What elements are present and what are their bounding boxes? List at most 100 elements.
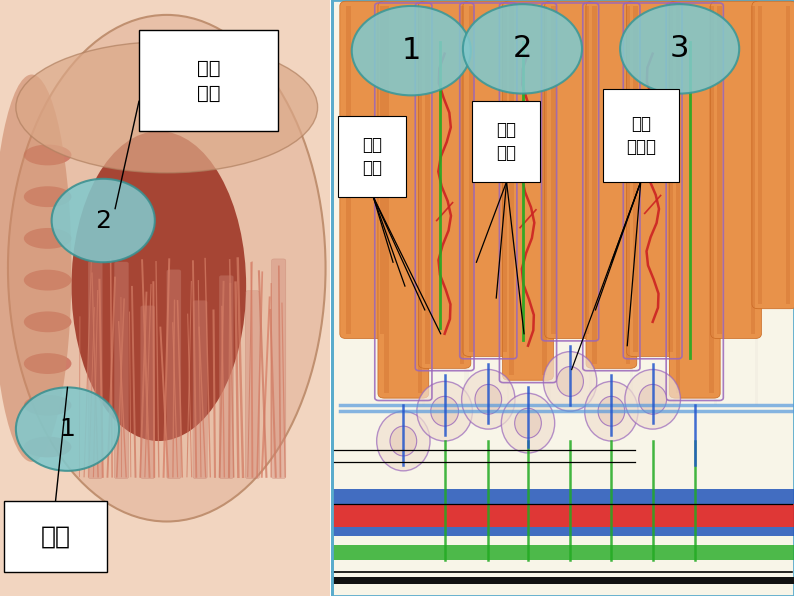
Bar	[332, 0, 794, 596]
FancyBboxPatch shape	[418, 1, 471, 368]
Bar	[332, 577, 794, 584]
Ellipse shape	[598, 396, 625, 426]
Bar	[547, 215, 551, 405]
Ellipse shape	[463, 4, 582, 94]
Bar	[592, 6, 597, 364]
FancyBboxPatch shape	[378, 1, 429, 398]
Bar	[472, 101, 540, 182]
Ellipse shape	[501, 393, 555, 453]
Bar	[422, 215, 425, 405]
Bar	[750, 6, 755, 334]
Bar	[676, 6, 680, 393]
FancyBboxPatch shape	[626, 1, 679, 356]
Ellipse shape	[24, 228, 71, 249]
Text: 1: 1	[402, 36, 421, 65]
FancyBboxPatch shape	[340, 1, 391, 339]
Bar	[425, 6, 430, 364]
Bar	[630, 215, 633, 405]
Ellipse shape	[352, 6, 471, 95]
Ellipse shape	[24, 144, 71, 165]
Bar	[542, 6, 547, 375]
Bar	[332, 504, 794, 527]
Ellipse shape	[8, 15, 326, 522]
Ellipse shape	[620, 4, 739, 94]
Bar	[755, 215, 758, 405]
Bar	[139, 30, 278, 131]
FancyBboxPatch shape	[503, 1, 553, 380]
Ellipse shape	[390, 426, 417, 456]
Ellipse shape	[475, 384, 502, 414]
Bar	[469, 6, 474, 352]
Bar	[673, 215, 676, 405]
Ellipse shape	[16, 387, 119, 471]
FancyBboxPatch shape	[669, 1, 720, 398]
Bar	[714, 215, 717, 405]
Ellipse shape	[376, 411, 430, 471]
Ellipse shape	[461, 370, 515, 429]
Bar	[418, 6, 422, 393]
Ellipse shape	[431, 396, 459, 426]
Bar	[633, 6, 638, 352]
FancyBboxPatch shape	[193, 300, 207, 479]
Ellipse shape	[625, 370, 680, 429]
Bar	[551, 6, 556, 334]
Bar	[338, 116, 406, 197]
Bar	[626, 6, 630, 364]
Text: 1: 1	[60, 417, 75, 441]
Bar	[786, 6, 790, 304]
Bar	[668, 6, 673, 352]
Bar	[380, 6, 384, 334]
Text: 小肠
绒毛: 小肠 绒毛	[362, 136, 382, 176]
Bar	[709, 6, 714, 393]
Ellipse shape	[71, 131, 246, 441]
FancyBboxPatch shape	[752, 1, 794, 309]
FancyBboxPatch shape	[114, 262, 129, 479]
Ellipse shape	[24, 186, 71, 207]
Bar	[584, 6, 589, 334]
Bar	[384, 6, 389, 393]
Ellipse shape	[543, 352, 597, 411]
Bar	[4, 501, 107, 572]
Text: 毛细
血管: 毛细 血管	[496, 122, 516, 162]
Text: 2: 2	[513, 35, 532, 63]
Ellipse shape	[52, 179, 155, 262]
Ellipse shape	[24, 436, 71, 458]
FancyBboxPatch shape	[711, 1, 761, 339]
Ellipse shape	[24, 311, 71, 333]
Ellipse shape	[417, 381, 472, 441]
FancyBboxPatch shape	[167, 269, 181, 479]
Bar	[0, 0, 330, 596]
FancyBboxPatch shape	[272, 259, 286, 479]
FancyBboxPatch shape	[463, 1, 514, 356]
Bar	[503, 6, 507, 352]
Ellipse shape	[638, 384, 666, 414]
Ellipse shape	[16, 42, 318, 173]
Ellipse shape	[24, 269, 71, 291]
Bar	[464, 215, 469, 405]
Bar	[346, 6, 351, 334]
Bar	[332, 527, 794, 536]
Text: 2: 2	[95, 209, 111, 232]
Text: 环形
皱壁: 环形 皱壁	[197, 58, 220, 103]
FancyBboxPatch shape	[88, 261, 102, 479]
FancyBboxPatch shape	[141, 306, 155, 479]
Ellipse shape	[584, 381, 638, 441]
Bar	[460, 6, 464, 364]
Ellipse shape	[515, 408, 542, 438]
Bar	[589, 215, 592, 405]
Text: 毛细
淋巴管: 毛细 淋巴管	[626, 116, 656, 156]
FancyBboxPatch shape	[245, 291, 260, 479]
Bar	[717, 6, 722, 334]
Text: 小肠: 小肠	[40, 524, 71, 548]
FancyBboxPatch shape	[545, 1, 596, 339]
Bar	[332, 489, 794, 504]
Bar	[509, 6, 514, 375]
Text: 3: 3	[670, 35, 689, 63]
Ellipse shape	[24, 353, 71, 374]
Bar	[758, 6, 762, 304]
Ellipse shape	[0, 74, 71, 462]
FancyBboxPatch shape	[219, 275, 233, 479]
Ellipse shape	[24, 395, 71, 416]
FancyBboxPatch shape	[586, 1, 637, 368]
Bar	[332, 545, 794, 560]
